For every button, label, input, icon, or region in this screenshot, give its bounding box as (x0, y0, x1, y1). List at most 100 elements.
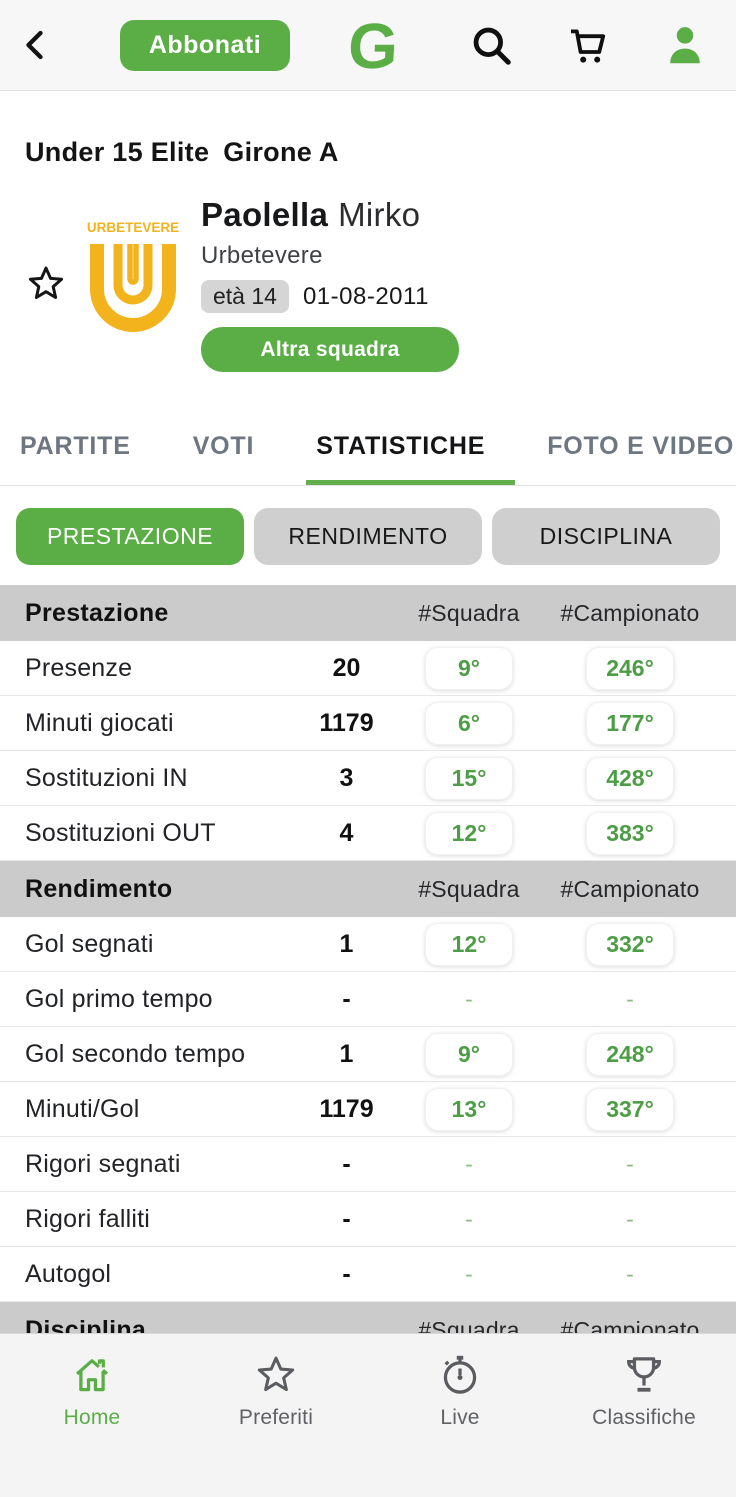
nav-item-home[interactable]: Home (0, 1352, 184, 1430)
tab-partite[interactable]: PARTITE (20, 432, 131, 460)
stopwatch-icon (437, 1352, 483, 1398)
top-bar: Abbonati G (0, 0, 736, 91)
section-title: Prestazione (25, 598, 169, 627)
stat-label: Autogol (25, 1259, 112, 1288)
stat-label: Rigori falliti (25, 1204, 151, 1233)
stat-rank-campionato[interactable]: 383° (586, 811, 674, 855)
filter-rendimento[interactable]: RENDIMENTO (254, 508, 482, 565)
stat-rank-campionato: - (626, 1260, 634, 1287)
stat-label: Sostituzioni OUT (25, 818, 216, 847)
stat-rank-campionato[interactable]: 332° (586, 922, 674, 966)
stat-rank-squadra[interactable]: 12° (425, 811, 513, 855)
stat-rank-squadra[interactable]: 15° (425, 756, 513, 800)
stat-rank-squadra: - (465, 1260, 473, 1287)
cart-icon[interactable] (564, 21, 612, 69)
nav-label-live: Live (440, 1406, 480, 1429)
column-header-squadra: #Squadra (418, 599, 520, 626)
stat-row: Minuti giocati 1179 6° 177° (0, 696, 736, 751)
stat-row: Sostituzioni IN 3 15° 428° (0, 751, 736, 806)
stat-row: Rigori falliti - - - (0, 1192, 736, 1247)
main-content: Under 15 Elite Girone A URBETEVERE Paolel… (0, 91, 736, 1358)
column-header-campionato: #Campionato (560, 599, 700, 626)
stat-rank-campionato[interactable]: 337° (586, 1087, 674, 1131)
column-header-squadra: #Squadra (418, 875, 520, 902)
stat-label: Minuti giocati (25, 708, 174, 737)
stat-value: - (342, 1259, 351, 1288)
tab-statistiche[interactable]: STATISTICHE (306, 410, 516, 485)
tab-voti[interactable]: VOTI (192, 432, 255, 460)
tab-foto-e-video[interactable]: FOTO E VIDEO (547, 432, 735, 460)
stat-value: - (342, 1204, 351, 1233)
nav-item-live[interactable]: Live (368, 1352, 552, 1430)
competition-group: Girone A (223, 137, 339, 167)
app-logo[interactable]: G (342, 12, 404, 78)
tab-bar: PARTITE VOTI STATISTICHE FOTO E VIDEO (0, 410, 736, 486)
stat-value: - (342, 984, 351, 1013)
nav-item-classifiche[interactable]: Classifiche (552, 1352, 736, 1430)
stat-row: Rigori segnati - - - (0, 1137, 736, 1192)
stat-rank-campionato[interactable]: 248° (586, 1032, 674, 1076)
stat-row: Autogol - - - (0, 1247, 736, 1302)
birth-date: 01-08-2011 (302, 282, 429, 310)
stat-rank-squadra: - (465, 1150, 473, 1177)
stat-rank-squadra: - (465, 985, 473, 1012)
svg-text:G: G (346, 12, 400, 78)
nav-item-preferiti[interactable]: Preferiti (184, 1352, 368, 1430)
nav-label-home: Home (63, 1406, 121, 1429)
stat-row: Gol secondo tempo 1 9° 248° (0, 1027, 736, 1082)
stat-rank-campionato[interactable]: 246° (586, 646, 674, 690)
stat-label: Gol segnati (25, 929, 154, 958)
stat-value: 1179 (319, 1094, 374, 1123)
nav-label-preferiti: Preferiti (238, 1406, 314, 1429)
stat-row: Gol segnati 1 12° 332° (0, 917, 736, 972)
favorite-star-icon[interactable] (25, 263, 67, 305)
logo-g-icon: G (342, 12, 404, 78)
stat-row: Gol primo tempo - - - (0, 972, 736, 1027)
player-team: Urbetevere (201, 242, 323, 269)
stat-rank-squadra[interactable]: 12° (425, 922, 513, 966)
stat-rank-squadra: - (465, 1205, 473, 1232)
stat-label: Presenze (25, 653, 133, 682)
stat-rank-campionato: - (626, 1150, 634, 1177)
stat-row: Sostituzioni OUT 4 12° 383° (0, 806, 736, 861)
stat-rank-squadra[interactable]: 13° (425, 1087, 513, 1131)
profile-icon[interactable] (662, 21, 708, 69)
stat-rank-squadra[interactable]: 9° (425, 1032, 513, 1076)
svg-text:URBETEVERE: URBETEVERE (87, 220, 179, 235)
stat-rank-campionato[interactable]: 428° (586, 756, 674, 800)
stat-rank-campionato[interactable]: 177° (586, 701, 674, 745)
age-badge: età 14 (201, 280, 289, 313)
filter-bar: PRESTAZIONE RENDIMENTO DISCIPLINA (0, 486, 736, 565)
filter-disciplina[interactable]: DISCIPLINA (492, 508, 720, 565)
filter-prestazione[interactable]: PRESTAZIONE (16, 508, 244, 565)
home-icon (69, 1352, 115, 1398)
bottom-nav: Home Preferiti Live (0, 1333, 736, 1497)
topbar-actions (468, 21, 708, 69)
stat-label: Gol primo tempo (25, 984, 213, 1013)
other-team-button[interactable]: Altra squadra (201, 327, 459, 372)
player-first-name: Mirko (338, 196, 421, 233)
stat-rank-squadra[interactable]: 9° (425, 646, 513, 690)
stat-value: 3 (339, 763, 354, 792)
player-info: Paolella Mirko Urbetevere età 14 01-08-20… (201, 196, 711, 372)
stats-table: Prestazione #Squadra #Campionato Presenz… (0, 585, 736, 1358)
stat-value: 1179 (319, 708, 374, 737)
stat-row: Minuti/Gol 1179 13° 337° (0, 1082, 736, 1137)
player-last-name: Paolella (201, 196, 329, 233)
stat-rank-squadra[interactable]: 6° (425, 701, 513, 745)
team-crest[interactable]: URBETEVERE (77, 218, 189, 350)
player-name: Paolella Mirko (201, 196, 711, 234)
stat-rank-campionato: - (626, 985, 634, 1012)
subscribe-button[interactable]: Abbonati (120, 19, 290, 71)
column-header-campionato: #Campionato (560, 875, 700, 902)
search-icon[interactable] (468, 22, 514, 68)
stat-value: 1 (339, 1039, 354, 1068)
stat-value: 20 (332, 653, 361, 682)
back-button[interactable] (18, 22, 62, 68)
stat-value: - (342, 1149, 351, 1178)
section-title: Rendimento (25, 874, 173, 903)
competition-name: Under 15 Elite (25, 137, 210, 167)
stats-section-header: Rendimento #Squadra #Campionato (0, 861, 736, 917)
nav-label-classifiche: Classifiche (592, 1406, 696, 1429)
